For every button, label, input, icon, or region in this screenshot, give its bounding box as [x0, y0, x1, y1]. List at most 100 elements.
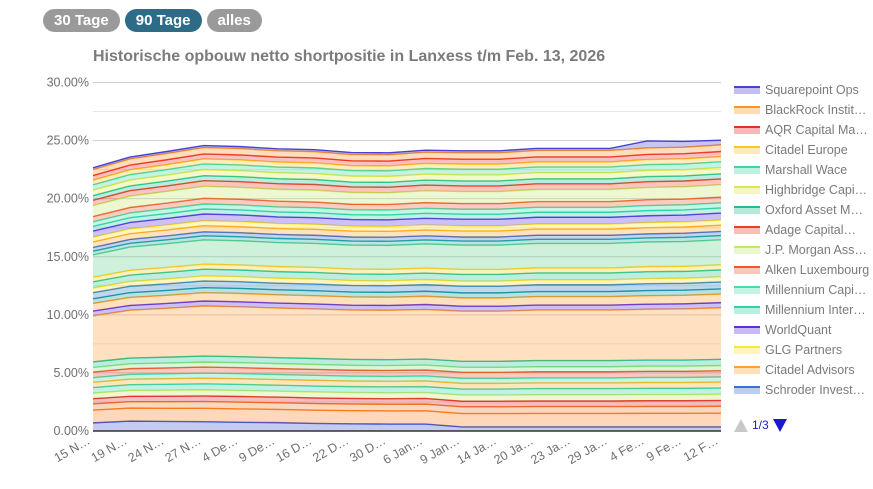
range-30-days-button[interactable]: 30 Tage [43, 9, 120, 32]
legend-label: Millennium Inter… [765, 303, 866, 317]
legend-page-indicator: 1/3 [752, 418, 769, 432]
x-tick-label: 20 Ja… [491, 433, 535, 467]
legend-label: Schroder Invest… [765, 383, 866, 397]
legend-item[interactable]: WorldQuant [734, 320, 873, 340]
y-tick-label: 25.00% [47, 134, 89, 148]
line-series-24 [92, 300, 722, 312]
legend-item[interactable]: Alken Luxembourg [734, 260, 873, 280]
legend-item[interactable]: Millennium Inter… [734, 300, 873, 320]
line-series-12 [92, 212, 722, 232]
legend-item[interactable]: BlackRock Instit… [734, 100, 873, 120]
area-series-25 [93, 306, 721, 362]
legend-label: Highbridge Capi… [765, 183, 868, 197]
legend-prev-page-icon [734, 418, 748, 432]
legend-item[interactable]: Citadel Advisors [734, 360, 873, 380]
x-tick-label: 4 Fe… [607, 433, 646, 464]
legend-swatch [734, 386, 760, 394]
legend-label: BlackRock Instit… [765, 103, 867, 117]
legend-next-page-icon[interactable] [772, 418, 787, 432]
legend-label: Millennium Capi… [765, 283, 867, 297]
legend-swatch [734, 126, 760, 134]
range-selector: 30 Tage 90 Tage alles [43, 9, 262, 32]
range-all-button[interactable]: alles [206, 9, 262, 32]
line-series-21 [92, 280, 722, 294]
legend-swatch [734, 226, 760, 234]
legend-item[interactable]: J.P. Morgan Ass… [734, 240, 873, 260]
line-series-35 [92, 407, 722, 415]
legend-item[interactable]: Marshall Wace [734, 160, 873, 180]
line-series-8 [92, 184, 722, 207]
area-series-7 [93, 178, 721, 206]
legend-swatch [734, 106, 760, 114]
legend-label: GLG Partners [765, 343, 843, 357]
area-series-15 [93, 231, 721, 252]
line-series-6 [92, 173, 722, 197]
legend-label: WorldQuant [765, 323, 832, 337]
line-series-27 [92, 361, 722, 369]
x-tick-label: 9 Fe… [644, 433, 683, 464]
area-series-34 [93, 401, 721, 414]
area-series-32 [93, 389, 721, 402]
legend-label: Squarepoint Ops [765, 83, 859, 97]
area-series-11 [93, 207, 721, 232]
legend-item[interactable]: Schroder Invest… [734, 380, 873, 400]
x-tick-label: 30 D… [347, 433, 388, 465]
legend-item[interactable]: GLG Partners [734, 340, 873, 360]
area-series-5 [93, 167, 721, 196]
legend-item[interactable]: Citadel Europe [734, 140, 873, 160]
line-series-2 [92, 150, 722, 177]
legend-swatch [734, 146, 760, 154]
x-tick-label: 9 Jan… [418, 433, 462, 467]
area-series-1 [93, 144, 721, 176]
legend-swatch [734, 346, 760, 354]
legend-swatch [734, 286, 760, 294]
x-tick-label: 24 N… [126, 433, 167, 465]
legend-item[interactable]: Millennium Capi… [734, 280, 873, 300]
line-series-7 [92, 178, 722, 201]
area-series-27 [93, 362, 721, 373]
legend-label: AQR Capital Ma… [765, 123, 868, 137]
chart-title: Historische opbouw netto shortpositie in… [93, 48, 606, 65]
legend-item[interactable]: Oxford Asset M… [734, 200, 873, 220]
line-series-17 [92, 239, 722, 256]
x-tick-label: 19 N… [89, 433, 130, 465]
line-series-34 [92, 400, 722, 408]
area-series-24 [93, 301, 721, 316]
legend-swatch [734, 206, 760, 214]
line-series-11 [92, 207, 722, 228]
line-series-28 [92, 366, 722, 374]
line-series-30 [92, 377, 722, 385]
x-tick-label: 4 De… [200, 433, 241, 465]
line-series-0 [92, 139, 722, 169]
x-tick-label: 6 Jan… [381, 433, 425, 467]
line-series-15 [92, 230, 722, 249]
x-tick-label: 23 Ja… [528, 433, 572, 467]
range-90-days-button[interactable]: 90 Tage [124, 9, 202, 32]
area-series-28 [93, 367, 721, 379]
line-series-3 [92, 155, 722, 181]
line-series-25 [92, 305, 722, 317]
y-tick-label: 15.00% [47, 250, 89, 264]
legend-item[interactable]: Adage Capital… [734, 220, 873, 240]
legend-label: Oxford Asset M… [765, 203, 863, 217]
area-series-33 [93, 395, 721, 407]
legend-item[interactable]: AQR Capital Ma… [734, 120, 873, 140]
x-tick-label: 29 Ja… [565, 433, 609, 467]
legend-swatch [734, 186, 760, 194]
line-series-36 [92, 420, 721, 428]
legend-item[interactable]: Squarepoint Ops [734, 80, 873, 100]
y-tick-label: 20.00% [47, 192, 89, 206]
legend-swatch [734, 306, 760, 314]
area-series-19 [93, 269, 721, 288]
legend-swatch [734, 366, 760, 374]
area-series-35 [93, 408, 721, 427]
legend: Squarepoint Ops BlackRock Instit… AQR Capi… [734, 80, 873, 400]
legend-swatch [734, 326, 760, 334]
y-tick-label: 30.00% [47, 76, 89, 90]
line-series-18 [92, 263, 722, 278]
legend-item[interactable]: Highbridge Capi… [734, 180, 873, 200]
area-series-26 [93, 356, 721, 368]
legend-swatch [734, 166, 760, 174]
line-series-22 [92, 286, 722, 300]
area-series-29 [93, 373, 721, 384]
